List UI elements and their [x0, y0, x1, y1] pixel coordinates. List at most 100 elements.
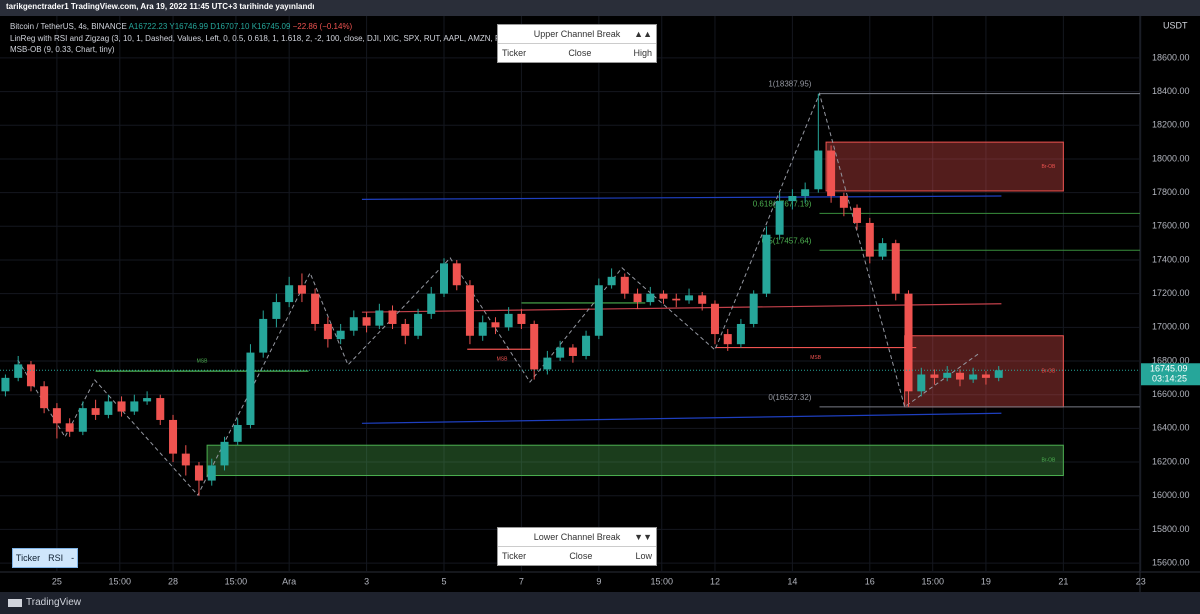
table-icon: ▲▲	[634, 29, 652, 39]
zone-label: Br-OB	[1041, 369, 1056, 375]
candle-body	[943, 372, 952, 378]
zone-label: Br-OB	[1041, 164, 1056, 170]
column: Close	[569, 551, 593, 561]
y-tick-label: 16400.00	[1152, 423, 1190, 433]
x-tick-label: 28	[168, 576, 178, 586]
icon: -	[71, 553, 75, 563]
candle-body	[336, 330, 345, 340]
candle-body	[104, 401, 113, 415]
table-header: Lower Channel Break ▼▼	[498, 528, 656, 547]
candle-body	[40, 386, 49, 409]
x-tick-label: 5	[441, 576, 446, 586]
candle-body	[517, 313, 526, 324]
candle-body	[452, 263, 461, 286]
y-tick-label: 16200.00	[1152, 456, 1190, 466]
candle-body	[14, 364, 23, 378]
column: High	[633, 48, 652, 58]
header-text: tarikgenctrader1 TradingView.com, Ara 19…	[6, 2, 315, 11]
symbol: Bitcoin / TetherUS, 4s, BINANCE	[10, 22, 127, 31]
candle-body	[749, 293, 758, 324]
candle-body	[297, 285, 306, 294]
candle-body	[710, 303, 719, 335]
candle-body	[181, 453, 190, 466]
candle-body	[130, 401, 139, 412]
top-bar	[0, 0, 1200, 16]
candle-body	[65, 423, 74, 432]
y-tick-label: 17000.00	[1152, 322, 1190, 332]
x-tick-label: 12	[710, 576, 720, 586]
candle-body	[814, 150, 823, 190]
candle-body	[568, 347, 577, 356]
legend-line: Bitcoin / TetherUS, 4s, BINANCE A16722.2…	[10, 22, 352, 31]
x-tick-label: 25	[52, 576, 62, 586]
column: RSI	[48, 553, 64, 563]
candle-body	[917, 374, 926, 392]
x-tick-label: 15:00	[225, 576, 248, 586]
candle-body	[994, 370, 1003, 378]
x-tick-label: 21	[1058, 576, 1068, 586]
candle-body	[981, 374, 990, 378]
footer-bar	[0, 592, 1200, 614]
candle-body	[672, 298, 681, 301]
countdown: 03:14:25	[1152, 374, 1187, 384]
candle-body	[194, 465, 203, 481]
change: −22.86 (−0.14%)	[292, 22, 353, 31]
high: Y16746.99	[169, 22, 209, 31]
candle-body	[956, 372, 964, 380]
candle-body	[26, 364, 35, 387]
candle-body	[930, 374, 939, 378]
low: D16707.10	[210, 22, 250, 31]
candle-body	[723, 334, 732, 345]
table-icon: ▼▼	[634, 532, 652, 542]
y-tick-label: 18600.00	[1152, 52, 1190, 62]
upper-table: Upper Channel Break ▲▲ Ticker Close High	[497, 24, 657, 63]
candle-body	[607, 276, 616, 286]
indicator: MSB-OB (9, 0.33, Chart, tiny)	[10, 45, 115, 54]
candle-body	[259, 318, 268, 353]
candle-body	[788, 196, 797, 202]
candle-body	[285, 285, 294, 303]
y-tick-label: 17200.00	[1152, 288, 1190, 298]
candle-body	[556, 347, 565, 358]
zone-label: Br-OB	[1041, 458, 1056, 464]
table-title: Upper Channel Break	[533, 29, 621, 39]
candle-body	[465, 285, 474, 336]
candle-body	[543, 357, 552, 370]
candle-body	[311, 293, 320, 324]
x-tick-label: 9	[596, 576, 601, 586]
y-tick-label: 16000.00	[1152, 490, 1190, 500]
candle-body	[646, 293, 655, 303]
table-columns: Ticker Close Low	[498, 547, 656, 565]
x-tick-label: 23	[1136, 576, 1146, 586]
candle-body	[698, 295, 707, 304]
candle-body	[117, 401, 126, 412]
x-tick-label: 15:00	[109, 576, 132, 586]
candle-body	[401, 323, 410, 336]
x-tick-label: 14	[787, 576, 797, 586]
x-tick-label: 3	[364, 576, 369, 586]
candle-body	[375, 310, 384, 326]
fib-label: 1(18387.95)	[768, 80, 811, 89]
channel-line	[361, 195, 1002, 200]
msb-label: MSB	[497, 357, 509, 363]
candle-body	[762, 234, 771, 294]
candle-body	[246, 352, 255, 426]
candle-body	[323, 323, 332, 340]
table-title: Lower Channel Break	[533, 532, 621, 542]
candle-body	[878, 243, 887, 257]
candle-body	[801, 189, 810, 197]
column: Ticker	[15, 553, 41, 563]
x-tick-label: 7	[519, 576, 524, 586]
msb-label: MSB	[810, 355, 822, 361]
candle-body	[349, 317, 358, 331]
rsi-box: Ticker RSI -	[12, 548, 78, 568]
order-block	[825, 141, 1064, 192]
candle-body	[853, 207, 862, 223]
y-tick-label: 18200.00	[1152, 120, 1190, 130]
y-tick-label: 15800.00	[1152, 524, 1190, 534]
candle-body	[78, 408, 87, 432]
fib-label: 0(16527.32)	[768, 393, 811, 402]
y-tick-label: 18400.00	[1152, 86, 1190, 96]
last-price-box	[1141, 363, 1200, 386]
